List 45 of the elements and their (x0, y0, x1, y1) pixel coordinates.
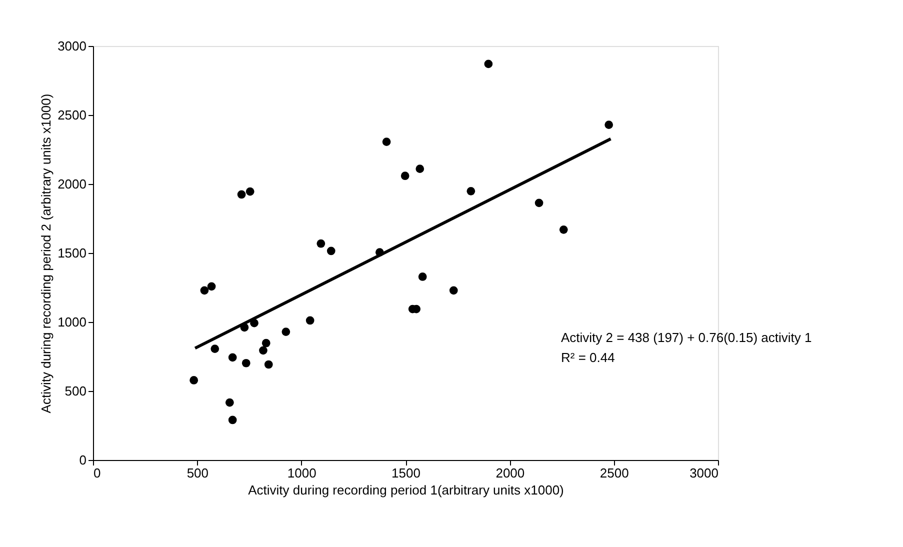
point (282, 328, 290, 336)
annotation: R² = 0.44 (561, 350, 615, 365)
point (237, 190, 246, 199)
annotation: Activity 2 = 438 (197) + 0.76(0.15) activity 1 (561, 330, 812, 345)
x-tick-label: 2500 (600, 466, 629, 480)
point (306, 316, 314, 325)
point (242, 358, 250, 368)
point (326, 246, 336, 256)
y-tick-label: 500 (64, 384, 86, 398)
point (207, 282, 216, 291)
point (484, 60, 493, 68)
y-tick-label: 1500 (58, 246, 86, 260)
x-tick-label: 1500 (392, 466, 420, 480)
point (246, 187, 254, 196)
point (264, 360, 273, 369)
y-tick-label: 1000 (58, 314, 86, 330)
x-axis-title: Activity during recording period 1(arbitrary units x1000) (248, 482, 564, 498)
point (418, 272, 427, 281)
y-axis-title: Activity during recording period 2 (arbitrary units x1000) (38, 94, 54, 414)
y-tick-label: 2000 (58, 176, 86, 192)
point (559, 226, 568, 234)
point (382, 138, 391, 146)
point (316, 239, 326, 248)
point (416, 164, 424, 173)
x-tick-label: 500 (186, 466, 209, 480)
x-tick-label: 3000 (690, 466, 718, 480)
point (228, 416, 237, 424)
y-tick-label: 2500 (58, 108, 86, 122)
x-tick-label: 1000 (287, 466, 316, 480)
point (228, 353, 237, 362)
point (262, 338, 270, 348)
point (190, 376, 198, 384)
point (604, 120, 614, 129)
x-tick-label: 2000 (496, 466, 525, 480)
point (534, 198, 544, 208)
x-tick-label: 0 (94, 466, 101, 480)
point (259, 346, 268, 355)
point (449, 286, 458, 295)
y-tick-label: 3000 (58, 38, 86, 54)
y-tick-label: 0 (79, 452, 86, 468)
point (400, 172, 410, 180)
point (225, 398, 234, 407)
point (466, 187, 476, 196)
point (200, 286, 209, 295)
point (210, 344, 220, 353)
